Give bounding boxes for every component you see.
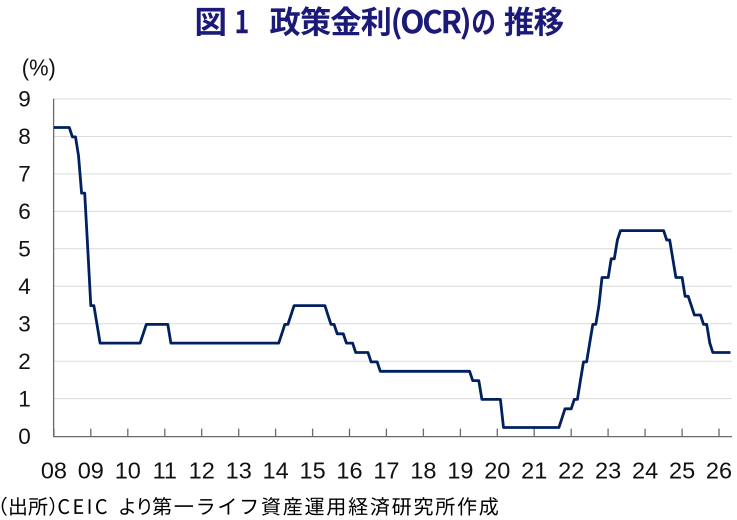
svg-text:25: 25 [669,457,695,483]
svg-text:10: 10 [115,457,141,483]
svg-text:1: 1 [18,386,31,411]
svg-text:15: 15 [300,457,326,483]
svg-text:13: 13 [226,457,252,483]
svg-text:08: 08 [41,457,67,483]
svg-text:(%): (%) [22,55,56,81]
svg-text:19: 19 [447,457,473,483]
svg-text:21: 21 [521,457,547,483]
svg-text:11: 11 [153,457,177,483]
svg-text:18: 18 [410,457,436,483]
svg-text:20: 20 [484,457,510,483]
svg-text:16: 16 [336,457,362,483]
svg-text:5: 5 [18,237,31,262]
svg-text:4: 4 [18,274,31,299]
svg-text:12: 12 [189,457,215,483]
svg-text:24: 24 [632,457,658,483]
svg-text:3: 3 [18,311,31,336]
svg-text:26: 26 [706,457,732,483]
svg-text:7: 7 [18,162,31,187]
svg-text:09: 09 [78,457,104,483]
svg-text:14: 14 [263,457,289,483]
svg-text:0: 0 [18,424,31,449]
svg-text:8: 8 [18,124,31,149]
svg-text:23: 23 [595,457,621,483]
svg-text:6: 6 [18,199,31,224]
svg-text:2: 2 [18,349,31,374]
svg-text:17: 17 [373,457,399,483]
svg-text:22: 22 [558,457,584,483]
svg-text:9: 9 [18,87,31,112]
